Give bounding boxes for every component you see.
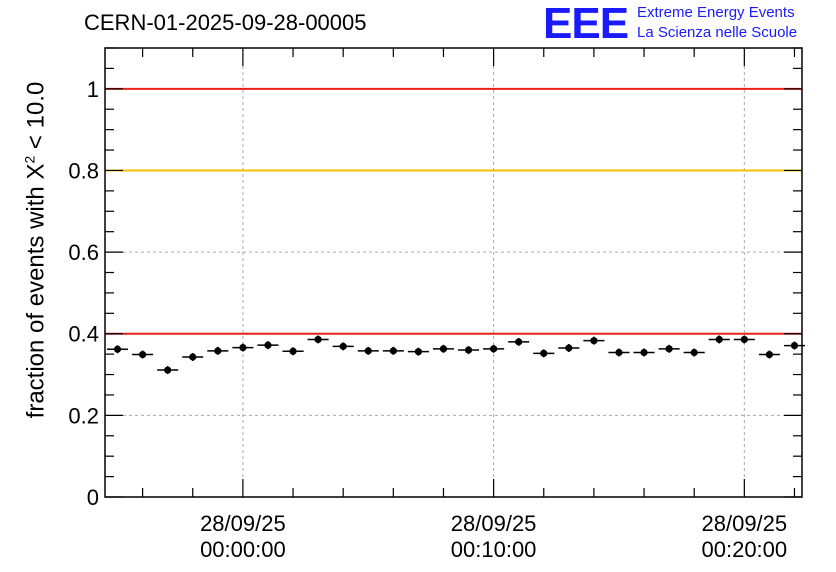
point-marker xyxy=(690,348,698,357)
x-tick-label-time: 00:10:00 xyxy=(451,537,537,562)
point-marker xyxy=(790,341,799,350)
point-marker xyxy=(214,347,222,355)
data-point xyxy=(132,350,154,359)
data-point xyxy=(207,346,229,355)
data-point xyxy=(382,346,404,355)
y-tick-label: 0.4 xyxy=(68,322,99,347)
data-point xyxy=(583,336,605,345)
data-point xyxy=(232,343,254,352)
data-point xyxy=(182,352,204,361)
data-point xyxy=(458,346,480,355)
chart-title: CERN-01-2025-09-28-00005 xyxy=(84,10,367,35)
x-tick-label-time: 00:00:00 xyxy=(200,537,286,562)
x-tick-label-date: 28/09/25 xyxy=(702,511,788,536)
logo-text-line-2: La Scienza nelle Scuole xyxy=(637,24,798,41)
data-point xyxy=(608,348,630,357)
point-marker xyxy=(615,348,623,357)
point-marker xyxy=(289,347,297,355)
point-marker xyxy=(765,350,774,359)
data-point xyxy=(107,345,129,354)
point-marker xyxy=(565,344,573,352)
eee-logo: EEE xyxy=(543,0,629,48)
data-point xyxy=(357,346,379,355)
data-point xyxy=(758,350,780,359)
x-tick-label-date: 28/09/25 xyxy=(451,511,537,536)
y-tick-label: 0.2 xyxy=(68,403,99,428)
point-marker xyxy=(464,346,473,354)
data-point xyxy=(733,335,755,344)
point-marker xyxy=(189,353,197,361)
point-marker xyxy=(490,345,498,353)
point-marker xyxy=(364,347,372,355)
x-tick-label-time: 00:20:00 xyxy=(702,537,788,562)
data-point xyxy=(407,347,429,356)
point-marker xyxy=(439,345,448,353)
plot-area xyxy=(105,48,802,497)
point-marker xyxy=(264,341,272,349)
point-marker xyxy=(389,347,397,355)
data-point xyxy=(257,341,279,350)
y-tick-label: 0.6 xyxy=(68,240,99,265)
point-marker xyxy=(515,338,523,346)
point-marker xyxy=(414,348,422,356)
point-marker xyxy=(339,342,347,350)
data-point xyxy=(558,344,580,353)
data-point xyxy=(633,348,655,357)
y-tick-label: 1 xyxy=(87,77,99,102)
logo-text-line-1: Extreme Energy Events xyxy=(637,4,795,21)
point-marker xyxy=(239,344,247,352)
data-point xyxy=(658,344,680,353)
data-point xyxy=(432,344,455,353)
point-marker xyxy=(665,345,673,353)
data-point xyxy=(508,337,530,346)
point-marker xyxy=(740,335,748,344)
data-point xyxy=(307,335,329,344)
point-marker xyxy=(640,348,648,357)
point-marker xyxy=(590,337,598,345)
point-marker xyxy=(164,366,172,374)
data-point xyxy=(332,342,354,351)
point-marker xyxy=(314,335,322,344)
point-marker xyxy=(139,350,147,359)
point-marker xyxy=(113,345,122,353)
data-point xyxy=(483,344,505,353)
y-tick-label: 0.8 xyxy=(68,158,99,183)
point-marker xyxy=(540,349,548,357)
y-tick-label: 0 xyxy=(87,485,99,510)
data-point xyxy=(282,347,304,356)
x-tick-label-date: 28/09/25 xyxy=(200,511,286,536)
data-point xyxy=(157,366,179,375)
point-marker xyxy=(715,335,723,344)
data-point xyxy=(708,335,730,344)
data-point xyxy=(683,348,705,357)
data-point xyxy=(533,349,555,358)
